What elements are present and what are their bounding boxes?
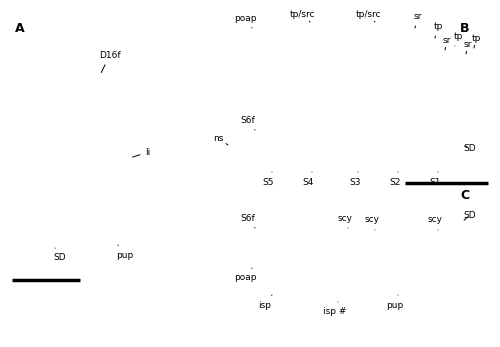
Text: S6f: S6f: [240, 116, 256, 130]
Text: tp: tp: [454, 32, 462, 46]
Text: sr: sr: [414, 11, 422, 28]
Text: scy: scy: [364, 215, 380, 230]
Text: poap: poap: [234, 268, 256, 282]
Text: S5: S5: [262, 172, 274, 186]
Text: S3: S3: [349, 172, 361, 186]
Text: SD: SD: [54, 248, 66, 262]
Text: sr: sr: [464, 40, 472, 54]
Text: S2: S2: [390, 172, 400, 186]
Text: D16f: D16f: [99, 51, 121, 73]
Text: tp: tp: [434, 22, 442, 38]
Text: S1: S1: [429, 172, 441, 186]
Text: SD: SD: [464, 211, 476, 220]
Text: SD: SD: [464, 144, 476, 152]
Text: tp: tp: [472, 34, 480, 48]
Text: scy: scy: [338, 213, 352, 228]
Text: sr: sr: [443, 35, 451, 50]
Text: poap: poap: [234, 14, 256, 28]
Text: S6f: S6f: [240, 213, 256, 228]
Text: tp/src: tp/src: [355, 9, 381, 22]
Text: isp: isp: [258, 295, 272, 310]
Text: S4: S4: [302, 172, 314, 186]
Text: ns: ns: [213, 134, 228, 145]
Text: pup: pup: [116, 245, 134, 260]
Text: pup: pup: [386, 295, 404, 310]
Text: C: C: [460, 188, 469, 202]
Text: tp/src: tp/src: [289, 9, 315, 22]
Text: scy: scy: [428, 215, 442, 230]
Text: A: A: [15, 22, 24, 34]
Text: B: B: [460, 22, 469, 34]
Text: isp #: isp #: [324, 302, 346, 316]
Text: li: li: [132, 147, 150, 157]
